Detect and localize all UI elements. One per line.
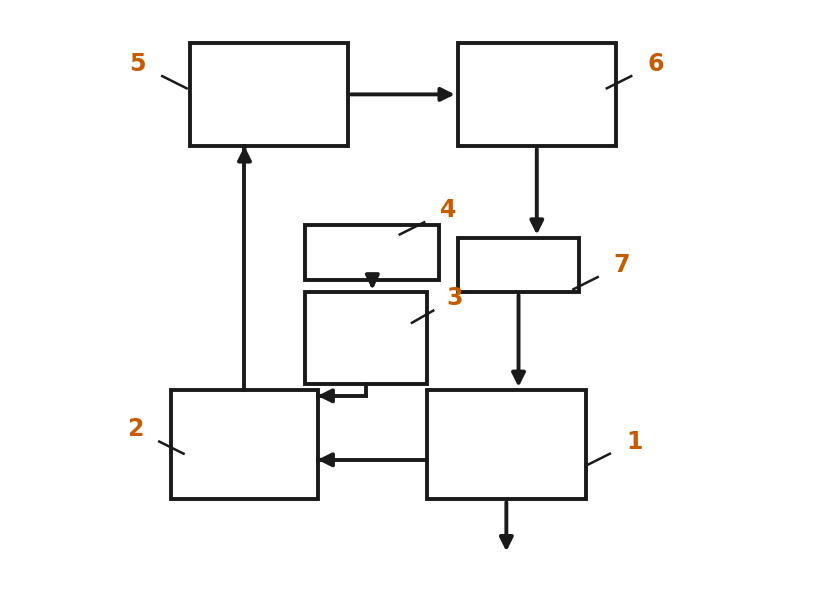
Text: 1: 1	[626, 429, 642, 454]
Text: 2: 2	[127, 417, 143, 442]
Text: 6: 6	[647, 52, 664, 76]
Bar	[457, 238, 579, 292]
Bar	[457, 43, 616, 146]
Bar	[172, 390, 318, 499]
Text: 3: 3	[447, 286, 463, 311]
Bar	[427, 390, 585, 499]
Bar	[190, 43, 348, 146]
Text: 4: 4	[440, 198, 457, 222]
Bar	[305, 292, 427, 384]
Text: 5: 5	[129, 52, 146, 76]
Text: 7: 7	[614, 253, 630, 277]
Bar	[305, 225, 439, 280]
